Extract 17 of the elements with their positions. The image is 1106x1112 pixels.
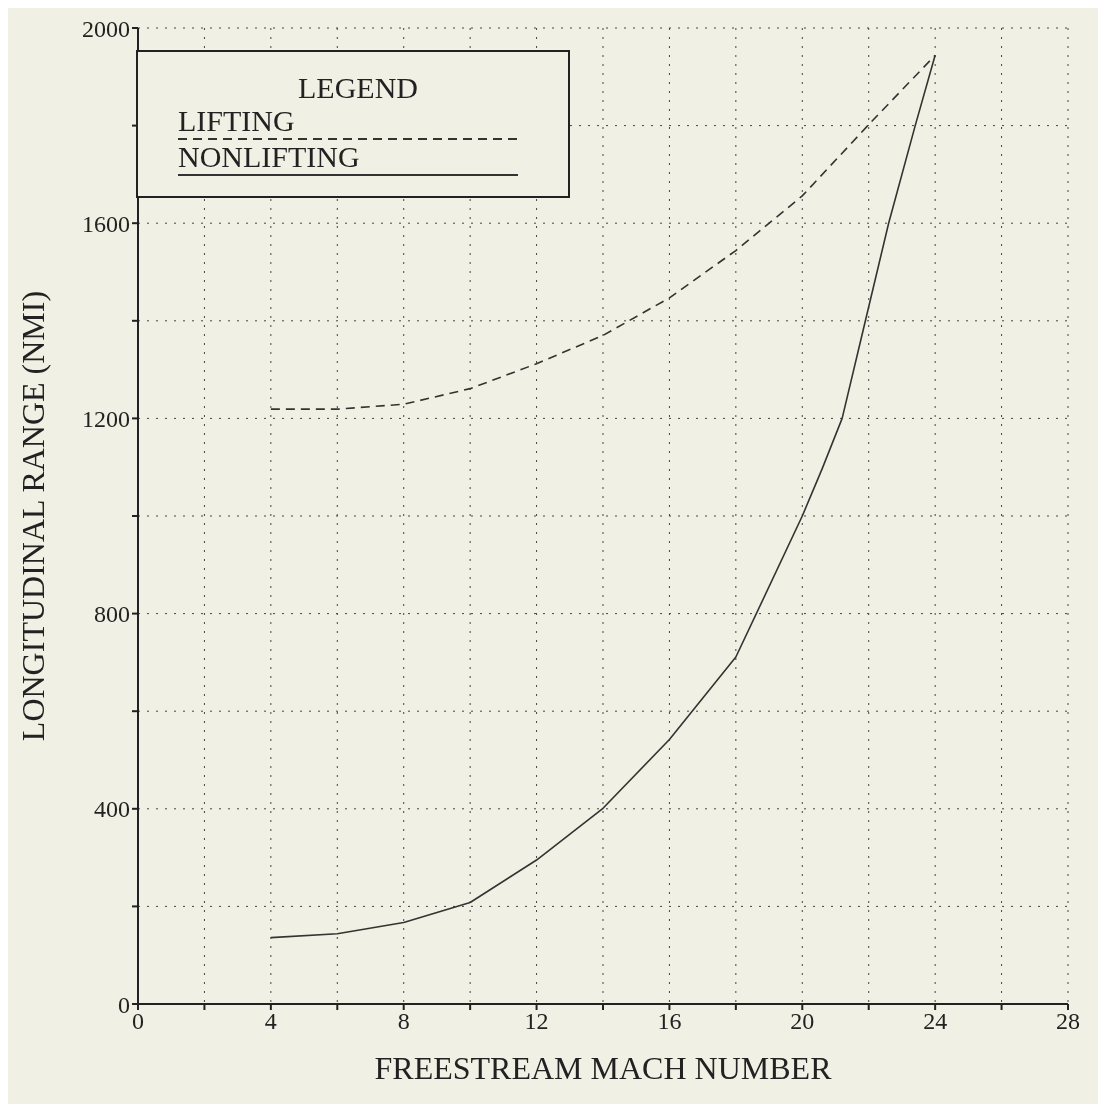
x-tick-label: 16 <box>657 1008 682 1035</box>
y-tick-label: 0 <box>118 991 130 1018</box>
y-tick-label: 400 <box>94 796 130 823</box>
y-tick-label: 1600 <box>82 210 130 237</box>
x-axis-title: FREESTREAM MACH NUMBER <box>374 1050 833 1086</box>
x-tick-label: 20 <box>790 1008 815 1035</box>
x-tick-label: 28 <box>1056 1008 1080 1035</box>
x-tick-label: 24 <box>923 1008 948 1035</box>
y-tick-label: 1200 <box>82 405 130 432</box>
y-tick-label: 800 <box>94 601 130 628</box>
legend-title: LEGEND <box>298 71 418 104</box>
y-tick-label: 2000 <box>82 15 130 42</box>
legend-box: LEGEND LIFTING NONLIFTING <box>136 50 570 198</box>
x-tick-label: 12 <box>524 1008 549 1035</box>
x-tick-label: 4 <box>264 1008 277 1035</box>
y-axis-title: LONGITUDINAL RANGE (NMI) <box>15 290 52 742</box>
x-tick-label: 8 <box>397 1008 410 1035</box>
